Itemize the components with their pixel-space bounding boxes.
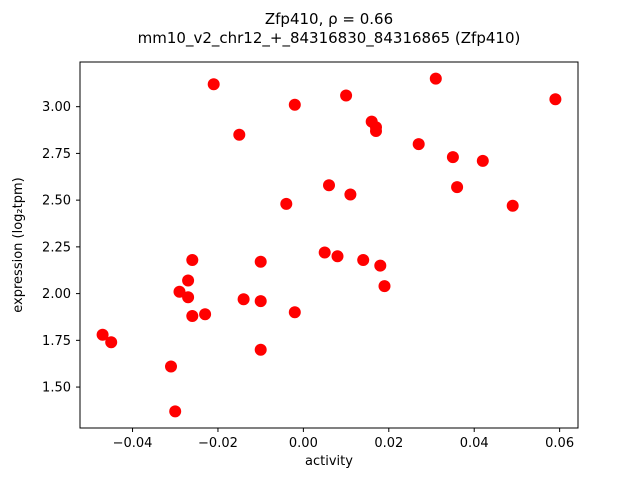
scatter-point (207, 78, 220, 91)
scatter-point (412, 138, 425, 151)
y-tick-label: 2.50 (42, 194, 71, 209)
scatter-point (318, 246, 331, 259)
scatter-point (374, 259, 387, 272)
scatter-point (173, 285, 186, 298)
scatter-point (169, 405, 182, 418)
scatter-point (254, 295, 267, 308)
scatter-point (199, 308, 212, 321)
x-tick-label: 0.06 (545, 436, 574, 451)
scatter-point (331, 250, 344, 263)
scatter-point (378, 280, 391, 293)
scatter-point (476, 154, 489, 167)
scatter-point (344, 188, 357, 201)
scatter-point (182, 291, 195, 304)
y-tick-label: 3.00 (42, 100, 71, 115)
scatter-point (288, 98, 301, 111)
scatter-point (340, 89, 353, 102)
scatter-point (186, 310, 199, 322)
scatter-point (233, 128, 246, 141)
scatter-point (506, 199, 519, 212)
y-tick-label: 1.50 (42, 381, 71, 396)
y-tick-label: 2.25 (42, 240, 71, 255)
axis-ticks: −0.04 −0.02 0.00 0.02 0.04 0.06 1.50 1.75 2.00 2.… (42, 100, 574, 451)
plot-frame (79, 61, 579, 429)
scatter-point (182, 274, 195, 287)
x-tick-label: 0.02 (374, 436, 403, 451)
scatter-point (357, 254, 370, 266)
scatter-point (105, 336, 118, 349)
scatter-point (288, 306, 301, 319)
scatter-point (451, 181, 464, 194)
x-tick-label: 0.00 (289, 436, 318, 451)
scatter-point (446, 151, 459, 164)
chart-subtitle: mm10_v2_chr12_+_84316830_84316865 (Zfp41… (138, 29, 521, 48)
chart-title: Zfp410, ρ = 0.66 (265, 10, 393, 28)
scatter-point (254, 255, 267, 268)
x-tick-label: 0.04 (460, 436, 489, 451)
scatter-point (429, 72, 442, 85)
scatter-point (549, 93, 562, 106)
y-tick-label: 2.00 (42, 287, 71, 302)
x-axis-label: activity (305, 454, 353, 469)
scatter-point (323, 179, 335, 192)
scatter-point (254, 343, 267, 356)
y-axis-label: expression (log₂tpm) (11, 177, 26, 312)
y-tick-label: 1.75 (42, 334, 71, 349)
scatter-point (280, 197, 293, 210)
scatter-point (370, 125, 382, 137)
x-tick-label: −0.02 (198, 436, 238, 451)
scatter-points (96, 72, 562, 418)
x-tick-label: −0.04 (113, 436, 153, 451)
scatter-point (237, 293, 250, 306)
scatter-point (96, 328, 109, 341)
y-tick-label: 2.75 (42, 147, 71, 162)
scatter-point (186, 254, 199, 266)
scatter-point (165, 360, 177, 373)
